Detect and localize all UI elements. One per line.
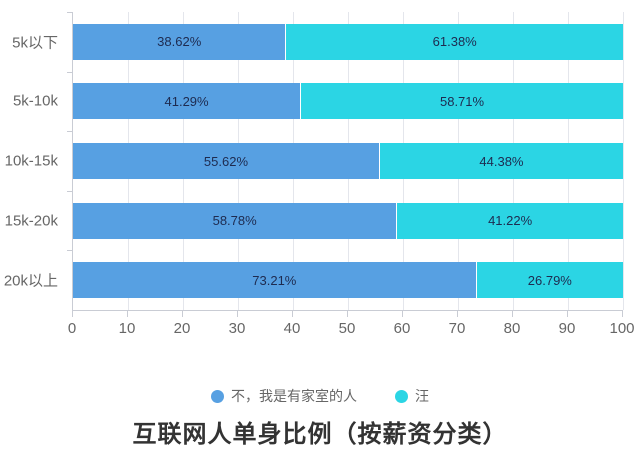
x-axis-tick [292,311,293,317]
category-label: 10k-15k [4,152,58,170]
bar-value-label: 26.79% [527,272,572,288]
bar-value-label: 73.21% [252,272,297,288]
bar-row: 73.21% 26.79% [73,262,623,299]
bar-value-label: 41.29% [164,93,209,109]
bar-value-label: 61.38% [432,34,477,50]
y-axis-tick [67,71,72,73]
bar-value-label: 38.62% [157,34,202,50]
bar-value-label: 58.71% [439,93,485,109]
chart-title: 互联网人单身比例（按薪资分类） [132,421,508,448]
bar-segment[interactable]: 55.62% [73,143,379,179]
x-axis-tick [127,311,128,317]
x-axis-tick [402,311,403,317]
y-axis-tick [67,250,72,252]
x-axis-tick-label: 100 [609,320,635,337]
x-axis: 0 10 20 30 40 50 60 70 80 90 100 [68,311,635,341]
plot-area: 38.62% 61.38% 41.29% 58.71% 55.62% 44.38% 58.7… [67,12,624,311]
y-axis-labels: 5k以下 5k-10k 10k-15k 15k-20k 20k以上 [0,12,64,310]
y-axis-tick [67,12,72,13]
category-label: 15k-20k [4,212,58,230]
legend-dot-icon [395,389,408,403]
bar-row: 58.78% 41.22% [73,202,623,239]
x-axis-tick-label: 0 [67,320,77,337]
bar-segment[interactable]: 73.21% [73,262,476,299]
bar-segment[interactable]: 26.79% [475,262,623,299]
x-axis-tick-label: 10 [118,320,136,337]
bar-segment[interactable]: 38.62% [73,23,286,60]
legend: 不，我是有家室的人 汪 [0,386,640,406]
x-axis-tick [182,311,183,317]
bar-value-label: 41.22% [488,213,533,229]
x-axis-tick-label: 60 [393,320,411,337]
y-axis-tick [67,190,72,192]
x-axis-tick-label: 70 [448,320,466,337]
x-axis-tick-label: 50 [338,320,356,337]
category-label: 20k以上 [3,272,58,290]
gridline [623,12,624,310]
x-axis-tick-label: 90 [558,320,576,337]
legend-label: 不，我是有家室的人 [231,388,357,404]
bar-row: 38.62% 61.38% [73,23,623,60]
bar-value-label: 44.38% [479,153,524,169]
x-axis-tick-label: 20 [173,320,191,337]
x-axis-tick [72,311,73,317]
x-axis-tick-label: 40 [283,320,301,337]
bar-segment[interactable]: 41.29% [73,83,301,120]
x-axis-tick [237,311,238,317]
bar-row: 41.29% 58.71% [73,83,623,120]
x-axis-tick [622,311,623,317]
legend-dot-icon [211,389,224,403]
x-axis-tick [457,311,458,317]
x-axis-tick [567,311,568,317]
legend-item[interactable]: 不，我是有家室的人 [211,386,357,406]
bar-segment[interactable]: 58.71% [300,83,623,120]
category-label: 5k以下 [12,34,58,52]
y-axis-tick [67,131,72,133]
legend-label: 汪 [415,388,429,404]
bar-value-label: 58.78% [212,213,257,229]
x-axis-tick-label: 80 [503,320,521,337]
x-axis-tick-label: 30 [228,320,246,337]
legend-item[interactable]: 汪 [395,386,429,406]
category-label: 5k-10k [12,92,58,110]
bar-segment[interactable]: 61.38% [285,23,623,60]
bar-value-label: 55.62% [203,153,248,169]
bar-segment[interactable]: 58.78% [73,202,397,239]
bar-row: 55.62% 44.38% [73,143,623,179]
x-axis-tick [347,311,348,317]
bar-segment[interactable]: 41.22% [396,202,623,239]
bar-segment[interactable]: 44.38% [378,143,623,179]
x-axis-tick [512,311,513,317]
